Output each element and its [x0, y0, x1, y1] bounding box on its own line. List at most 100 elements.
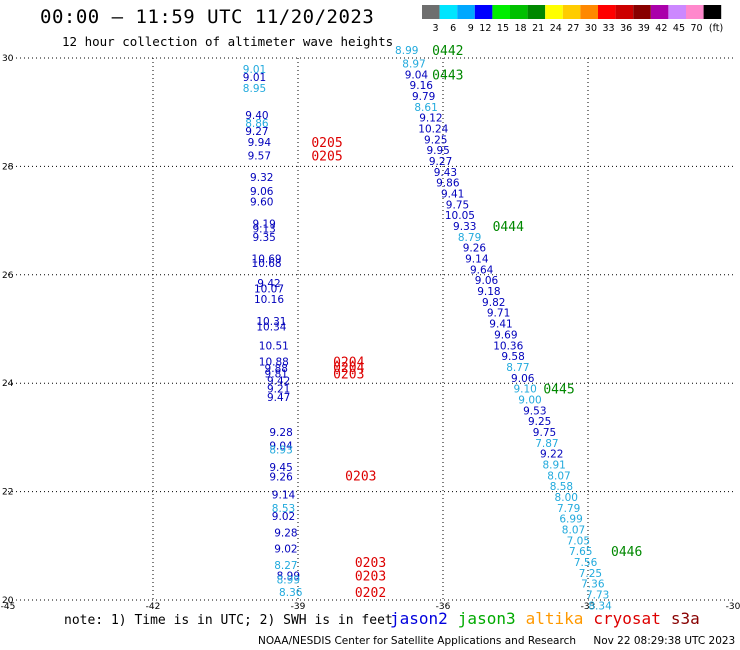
legend-label: 45: [673, 23, 685, 34]
wave-height-point: 9.16: [410, 80, 434, 92]
wave-height-point: 9.26: [269, 471, 293, 483]
wave-height-point: 9.75: [446, 199, 469, 211]
wave-height-point: 9.94: [248, 137, 272, 149]
satellite-legend: jason2 jason3 altika cryosat s3a: [390, 609, 710, 628]
legend-label: 39: [638, 23, 650, 34]
time-label: 0203: [355, 570, 386, 585]
time-label: 0203: [345, 469, 376, 484]
wave-height-point: 8.27: [274, 560, 297, 572]
wave-height-point: 9.27: [245, 126, 268, 138]
legend-label: 12: [479, 23, 491, 34]
y-tick-label: 20: [2, 596, 14, 606]
wave-height-point: 9.14: [272, 489, 296, 501]
x-tick-label: -42: [146, 602, 161, 610]
wave-height-point: 8.97: [402, 58, 425, 70]
satellite-s3a: s3a: [670, 609, 700, 628]
wave-height-point: 9.95: [426, 145, 449, 157]
wave-height-point: 7.56: [574, 557, 598, 569]
wave-height-plot: 3 6 9 12 15 18 21 24 27 30 33 36 39 42 45 70 (ft) -45 -42…: [1, 5, 740, 610]
wave-height-point: 9.04: [269, 441, 293, 453]
credit-line: NOAA/NESDIS Center for Satellite Applica…: [258, 635, 735, 647]
wave-height-point: 9.64: [470, 264, 494, 276]
chart-title: 00:00 – 11:59 UTC 11/20/2023: [40, 6, 375, 28]
x-tick-label: -33: [581, 602, 596, 610]
satellite-altika: altika: [525, 609, 584, 628]
wave-height-point: 9.60: [250, 197, 273, 209]
wave-height-point: 8.77: [506, 362, 529, 374]
time-label: 0204: [333, 356, 364, 371]
wave-height-point: 9.18: [477, 286, 500, 298]
wave-height-point: 9.42: [257, 278, 280, 290]
x-tick-label: -45: [1, 602, 16, 610]
wave-height-point: 9.40: [245, 110, 268, 122]
wave-height-point: 9.75: [533, 427, 556, 439]
wave-height-point: 7.05: [567, 535, 590, 547]
legend-swatch: [615, 5, 634, 19]
wave-height-point: 9.10: [513, 384, 536, 396]
wave-height-point: 9.21: [267, 384, 290, 396]
wave-height-point: 9.53: [523, 405, 546, 417]
wave-height-point: 10.31: [256, 316, 286, 328]
wave-height-point: 9.43: [434, 167, 457, 179]
wave-height-point: 9.58: [501, 351, 524, 363]
legend-swatch: [545, 5, 563, 19]
wave-height-point: 9.19: [252, 218, 275, 230]
x-tick-label: -30: [726, 602, 740, 610]
wave-height-point: 8.00: [555, 492, 578, 504]
wave-height-point: 8.61: [414, 102, 437, 114]
time-label: 0205: [311, 136, 342, 151]
wave-height-point: 10.69: [252, 254, 282, 266]
wave-height-point: 9.32: [250, 172, 273, 184]
legend-label: 21: [532, 23, 544, 34]
x-tick-label: -36: [436, 602, 451, 610]
legend-swatch: [650, 5, 669, 19]
wave-height-point: 9.02: [272, 511, 295, 523]
legend-label: 42: [655, 23, 667, 34]
wave-height-point: 9.45: [269, 462, 292, 474]
wave-height-point: 9.06: [250, 186, 274, 198]
wave-height-point: 10.05: [445, 210, 475, 222]
legend-swatch: [703, 5, 722, 19]
generated-timestamp: Nov 22 08:29:38 UTC 2023: [593, 635, 736, 647]
time-label: 0444: [493, 220, 524, 235]
wave-height-point: 9.01: [243, 64, 266, 76]
wave-height-point: 9.14: [465, 254, 489, 266]
y-tick-label: 22: [2, 488, 13, 498]
time-label: 0204: [333, 361, 364, 376]
color-legend: 3 6 9 12 15 18 21 24 27 30 33 36 39 42 45 70 (ft): [422, 5, 723, 34]
time-label: 0446: [611, 545, 642, 560]
data-points: 9.019.018.959.408.869.279.949.579.329.06…: [243, 45, 612, 610]
wave-height-point: 9.88: [265, 363, 288, 375]
wave-height-point: 9.25: [528, 416, 551, 428]
wave-height-point: 10.68: [252, 258, 282, 270]
y-tick-label: 24: [2, 379, 14, 389]
wave-height-point: 10.24: [418, 123, 448, 135]
wave-height-point: 7.87: [535, 438, 558, 450]
y-tick-label: 26: [2, 271, 14, 281]
legend-label: 3: [433, 23, 439, 34]
legend-label: 15: [497, 23, 509, 34]
credit-text: NOAA/NESDIS Center for Satellite Applica…: [258, 635, 576, 647]
legend-label: 30: [585, 23, 597, 34]
time-label: 0205: [311, 150, 342, 165]
wave-height-point: 8.99: [277, 571, 300, 583]
wave-height-point: 9.57: [248, 151, 271, 163]
wave-height-point: 9.02: [274, 544, 297, 556]
wave-height-point: 9.28: [269, 427, 292, 439]
time-label: 0443: [432, 68, 463, 83]
legend-unit: (ft): [709, 23, 723, 34]
time-label: 0445: [543, 383, 574, 398]
wave-height-point: 8.91: [542, 460, 565, 472]
wave-height-point: 8.93: [269, 444, 292, 456]
legend-label: 27: [567, 23, 579, 34]
wave-height-point: 7.73: [586, 590, 609, 602]
wave-height-point: 9.35: [252, 232, 275, 244]
wave-height-point: 9.27: [429, 156, 452, 168]
wave-height-point: 7.79: [557, 503, 580, 515]
chart-subtitle: 12 hour collection of altimeter wave hei…: [62, 34, 394, 49]
legend-swatch: [527, 5, 546, 19]
wave-height-point: 8.36: [279, 587, 303, 599]
legend-swatch: [510, 5, 528, 19]
legend-swatch: [580, 5, 598, 19]
wave-height-point: 10.34: [256, 321, 286, 333]
